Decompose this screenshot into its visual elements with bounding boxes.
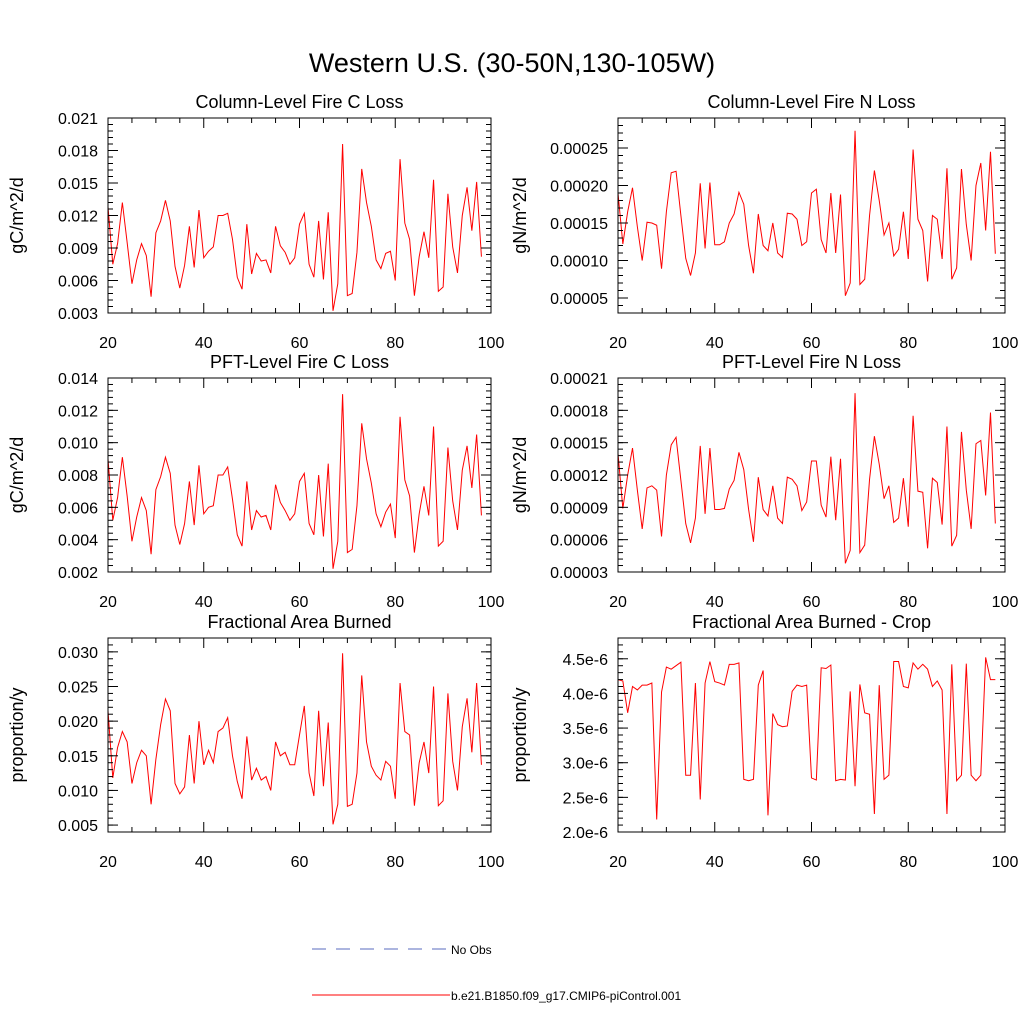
x-tick-label: 100	[478, 854, 505, 871]
chart-panels: 20 40 60 80 100 0.003 0.006 0.009 0.012 0.015 0.01…	[7, 92, 1018, 871]
panel-title: PFT-Level Fire C Loss	[210, 352, 389, 372]
y-tick-label: 0.003	[58, 306, 98, 323]
panel-title: PFT-Level Fire N Loss	[722, 352, 901, 372]
y-axis-label: gC/m^2/d	[7, 437, 27, 513]
y-tick-label: 0.020	[58, 714, 98, 731]
x-tick-label: 40	[706, 854, 724, 871]
y-tick-label: 0.009	[58, 241, 98, 258]
x-tick-label: 100	[992, 854, 1019, 871]
y-axis-label: gN/m^2/d	[510, 437, 530, 513]
x-tick-label: 80	[899, 335, 917, 352]
panel-title: Column-Level Fire N Loss	[707, 92, 915, 112]
chart-panel-6: 20 40 60 80 100 2.0e-6 2.5e-6 3.0e-6 3.5e-6 4.0e-…	[510, 612, 1018, 871]
chart-panel-2: 20 40 60 80 100 0.00005 0.00010 0.00015 0.00020 0…	[510, 92, 1018, 352]
y-tick-label: 0.015	[58, 176, 98, 193]
y-axis-label: gC/m^2/d	[7, 177, 27, 253]
chart-panel-3: 20 40 60 80 100 0.002 0.004 0.006 0.008 0.010 0.01…	[7, 352, 504, 611]
y-tick-label: 0.00018	[550, 403, 608, 420]
y-tick-label: 0.00020	[550, 179, 608, 196]
legend-series-label: b.e21.B1850.f09_g17.CMIP6-piControl.001	[451, 989, 681, 1003]
x-tick-label: 60	[803, 854, 821, 871]
y-tick-label: 0.015	[58, 749, 98, 766]
y-tick-label: 0.00025	[550, 141, 608, 158]
x-tick-label: 40	[706, 594, 724, 611]
y-tick-label: 0.00006	[550, 533, 608, 550]
y-tick-label: 0.030	[58, 645, 98, 662]
series-line-1	[108, 143, 482, 311]
x-tick-label: 20	[99, 335, 117, 352]
x-tick-label: 60	[291, 594, 309, 611]
x-tick-label: 20	[609, 335, 627, 352]
x-tick-label: 100	[478, 594, 505, 611]
y-tick-label: 0.005	[58, 818, 98, 835]
y-tick-label: 0.00012	[550, 468, 608, 485]
x-tick-label: 40	[195, 335, 213, 352]
x-tick-label: 80	[899, 854, 917, 871]
y-tick-label: 0.006	[58, 274, 98, 291]
x-tick-label: 40	[195, 594, 213, 611]
y-tick-label: 3.5e-6	[563, 721, 608, 738]
x-tick-label: 80	[386, 854, 404, 871]
x-tick-label: 20	[99, 594, 117, 611]
x-tick-label: 60	[803, 335, 821, 352]
series-line-1	[108, 394, 482, 569]
series-line-1	[618, 393, 996, 564]
x-tick-label: 40	[195, 854, 213, 871]
legend-no-obs-label: No Obs	[451, 943, 492, 957]
x-tick-label: 80	[899, 594, 917, 611]
x-tick-label: 60	[291, 854, 309, 871]
y-tick-label: 4.0e-6	[563, 686, 608, 703]
x-tick-label: 20	[609, 854, 627, 871]
y-tick-label: 0.00021	[550, 371, 608, 388]
y-tick-label: 4.5e-6	[563, 652, 608, 669]
chart-panel-5: 20 40 60 80 100 0.005 0.010 0.015 0.020 0.025 0.03…	[7, 612, 504, 871]
x-tick-label: 80	[386, 594, 404, 611]
series-line-1	[618, 130, 996, 296]
panel-title: Fractional Area Burned - Crop	[692, 612, 931, 632]
y-tick-label: 0.021	[58, 111, 98, 128]
y-tick-label: 0.006	[58, 500, 98, 517]
y-tick-label: 0.004	[58, 533, 98, 550]
y-axis-label: proportion/y	[7, 687, 27, 782]
panel-title: Fractional Area Burned	[207, 612, 391, 632]
y-tick-label: 0.002	[58, 565, 98, 582]
x-tick-label: 20	[609, 594, 627, 611]
y-tick-label: 0.008	[58, 468, 98, 485]
x-tick-label: 80	[386, 335, 404, 352]
y-tick-label: 0.00015	[550, 216, 608, 233]
chart-panel-4: 20 40 60 80 100 0.00003 0.00006 0.00009 0.00012 0…	[510, 352, 1018, 611]
x-tick-label: 100	[478, 335, 505, 352]
legend: No Obs b.e21.B1850.f09_g17.CMIP6-piContr…	[312, 943, 681, 1003]
y-tick-label: 0.00003	[550, 565, 608, 582]
x-tick-label: 20	[99, 854, 117, 871]
y-tick-label: 0.018	[58, 144, 98, 161]
y-axis-label: gN/m^2/d	[510, 177, 530, 253]
y-tick-label: 0.00010	[550, 254, 608, 271]
y-tick-label: 0.00009	[550, 500, 608, 517]
y-tick-label: 0.012	[58, 403, 98, 420]
y-tick-label: 2.5e-6	[563, 790, 608, 807]
x-tick-label: 100	[992, 594, 1019, 611]
y-axis-label: proportion/y	[510, 687, 530, 782]
y-tick-label: 2.0e-6	[563, 825, 608, 842]
x-tick-label: 40	[706, 335, 724, 352]
y-tick-label: 0.025	[58, 680, 98, 697]
x-tick-label: 60	[291, 335, 309, 352]
series-line-1	[108, 653, 482, 825]
y-tick-label: 0.00005	[550, 291, 608, 308]
y-tick-label: 0.010	[58, 436, 98, 453]
y-tick-label: 0.012	[58, 209, 98, 226]
x-tick-label: 100	[992, 335, 1019, 352]
chart-panel-1: 20 40 60 80 100 0.003 0.006 0.009 0.012 0.015 0.01…	[7, 92, 504, 352]
y-tick-label: 0.010	[58, 783, 98, 800]
y-tick-label: 3.0e-6	[563, 756, 608, 773]
y-tick-label: 0.014	[58, 371, 98, 388]
figure-title: Western U.S. (30-50N,130-105W)	[309, 48, 715, 78]
series-line-1	[618, 657, 996, 820]
y-tick-label: 0.00015	[550, 436, 608, 453]
panel-title: Column-Level Fire C Loss	[195, 92, 403, 112]
x-tick-label: 60	[803, 594, 821, 611]
